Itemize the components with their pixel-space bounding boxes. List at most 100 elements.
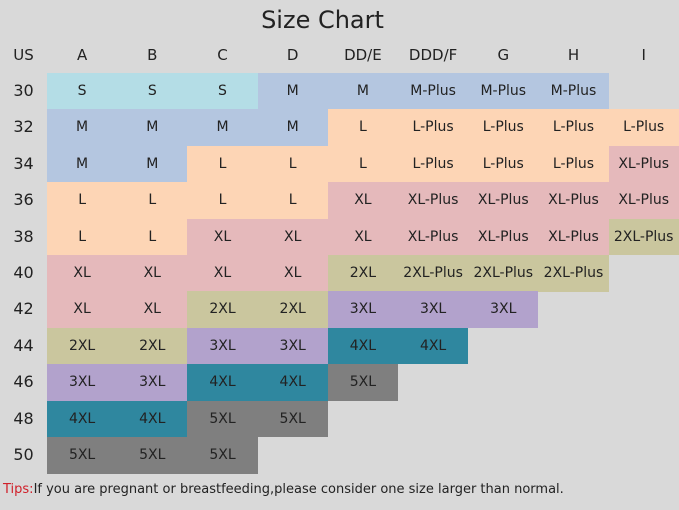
column-header: I xyxy=(641,46,646,64)
size-cell: 2XL-Plus xyxy=(468,255,539,292)
row-band-label: 34 xyxy=(13,153,34,173)
column-header: C xyxy=(217,46,228,64)
size-cell: 2XL xyxy=(187,291,258,328)
size-cell: XL xyxy=(117,255,188,292)
tips-label: Tips: xyxy=(3,482,34,497)
size-cell: S xyxy=(117,73,188,110)
size-cell: 5XL xyxy=(187,400,258,438)
tips-text: If you are pregnant or breastfeeding,ple… xyxy=(33,482,564,497)
size-cell: M xyxy=(257,109,328,146)
size-cell: XL xyxy=(187,255,258,292)
size-cell: S xyxy=(187,73,258,110)
size-cell: 5XL xyxy=(117,437,188,474)
row-band-label: 40 xyxy=(13,263,34,282)
size-cell: 5XL xyxy=(327,364,398,401)
size-cell: 2XL-Plus xyxy=(538,255,609,292)
size-cell: L xyxy=(117,218,188,256)
size-cell: L-Plus xyxy=(398,145,469,183)
size-cell: M-Plus xyxy=(398,73,469,110)
size-cell: L xyxy=(327,145,398,183)
size-cell: 3XL xyxy=(117,364,188,401)
size-cell: L-Plus xyxy=(468,145,539,183)
size-cell: L xyxy=(117,182,188,219)
size-cell: 2XL xyxy=(257,291,328,328)
size-cell: M xyxy=(117,109,188,146)
row-band-label: 38 xyxy=(13,226,34,246)
size-cell: S xyxy=(47,73,118,110)
row-header-label: US xyxy=(13,46,34,64)
size-cell: XL-Plus xyxy=(538,182,609,219)
size-cell: 5XL xyxy=(187,437,258,474)
size-cell: L xyxy=(187,145,258,183)
tips-note: Tips:If you are pregnant or breastfeedin… xyxy=(3,482,564,497)
size-cell: 5XL xyxy=(257,400,328,438)
size-cell: XL-Plus xyxy=(608,145,679,183)
size-cell: XL xyxy=(327,218,398,256)
row-band-label: 48 xyxy=(13,408,34,428)
size-cell: 5XL xyxy=(47,437,118,474)
size-cell: 2XL-Plus xyxy=(608,218,679,256)
size-cell: L xyxy=(257,145,328,183)
size-cell: M xyxy=(257,73,328,110)
size-cell: M-Plus xyxy=(538,73,609,110)
size-cell: XL xyxy=(327,182,398,219)
size-cell: 3XL xyxy=(468,291,539,328)
size-cell: L xyxy=(187,182,258,219)
size-cell: L-Plus xyxy=(538,109,609,146)
column-header: A xyxy=(76,46,88,64)
size-cell: L xyxy=(47,182,118,219)
size-cell: XL xyxy=(257,255,328,292)
size-cell: 3XL xyxy=(47,364,118,401)
size-cell: XL xyxy=(117,291,188,328)
column-header: D xyxy=(286,46,299,64)
row-band-label: 30 xyxy=(13,81,34,100)
row-band-label: 32 xyxy=(13,117,34,137)
row-band-label: 50 xyxy=(13,445,34,464)
size-cell: 4XL xyxy=(187,364,258,401)
size-cell: L xyxy=(257,182,328,219)
size-cell: 4XL xyxy=(398,327,469,365)
size-cell: 4XL xyxy=(257,364,328,401)
size-cell: XL-Plus xyxy=(398,182,469,219)
column-header: DD/E xyxy=(344,46,382,64)
size-cell: XL-Plus xyxy=(608,182,679,219)
size-cell: XL-Plus xyxy=(468,182,539,219)
size-cell: M xyxy=(47,109,118,146)
size-cell: XL-Plus xyxy=(468,218,539,256)
size-cell: L-Plus xyxy=(468,109,539,146)
column-header: B xyxy=(147,46,158,64)
size-cell: XL xyxy=(257,218,328,256)
size-cell: 3XL xyxy=(257,327,328,365)
size-cell: 2XL xyxy=(327,255,398,292)
row-band-label: 36 xyxy=(13,190,34,210)
size-cell: 4XL xyxy=(117,400,188,438)
size-cell: L-Plus xyxy=(538,145,609,183)
size-cell: L xyxy=(47,218,118,256)
size-cell: 4XL xyxy=(47,400,118,438)
size-cell: L-Plus xyxy=(608,109,679,146)
row-band-label: 42 xyxy=(13,299,34,319)
size-cell: 2XL xyxy=(47,327,118,365)
size-cell: M xyxy=(327,73,398,110)
size-cell: M-Plus xyxy=(468,73,539,110)
size-cell: XL xyxy=(47,291,118,328)
row-band-label: 44 xyxy=(13,335,34,355)
size-cell: XL xyxy=(47,255,118,292)
size-cell: XL-Plus xyxy=(398,218,469,256)
size-cell: 4XL xyxy=(327,327,398,365)
size-cell: 2XL-Plus xyxy=(398,255,469,292)
size-cell: M xyxy=(187,109,258,146)
column-header: G xyxy=(497,46,510,64)
size-cell: XL-Plus xyxy=(538,218,609,256)
chart-title: Size Chart xyxy=(261,6,384,34)
column-header: DDD/F xyxy=(408,46,458,64)
size-cell: 3XL xyxy=(327,291,398,328)
size-cell: L xyxy=(327,109,398,146)
size-cell: M xyxy=(47,145,118,183)
row-band-label: 46 xyxy=(13,372,34,392)
size-cell: 2XL xyxy=(117,327,188,365)
column-header: H xyxy=(567,46,580,64)
size-cell: 3XL xyxy=(187,327,258,365)
size-cell: 3XL xyxy=(398,291,469,328)
size-cell: M xyxy=(117,145,188,183)
